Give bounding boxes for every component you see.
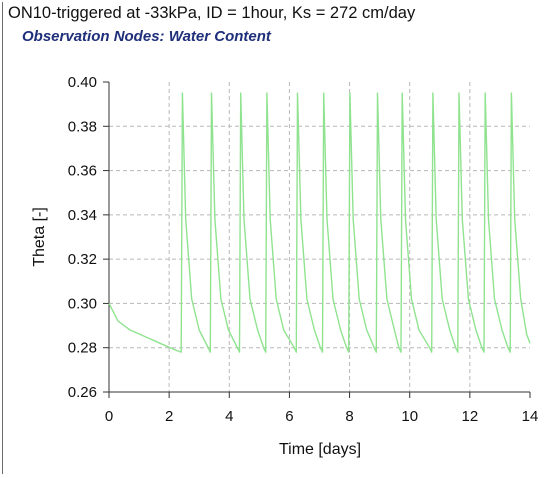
x-tick-label: 14 (522, 408, 539, 425)
y-ticks: 0.26 0.28 0.30 0.32 0.34 0.36 0.38 0.40 (68, 74, 109, 401)
axes (108, 82, 530, 393)
y-tick-label: 0.34 (68, 207, 97, 224)
y-tick-label: 0.38 (68, 118, 97, 135)
y-tick-label: 0.32 (68, 251, 97, 268)
x-tick-label: 4 (225, 408, 233, 425)
x-tick-label: 8 (345, 408, 353, 425)
water-content-line (108, 92, 531, 353)
chart-window (2, 2, 545, 474)
y-tick-label: 0.28 (68, 340, 97, 357)
y-tick-label: 0.26 (68, 384, 97, 401)
y-tick-label: 0.40 (68, 74, 97, 91)
x-tick-label: 12 (462, 408, 479, 425)
x-tick-label: 10 (401, 408, 418, 425)
window-title: ON10-triggered at -33kPa, ID = 1hour, Ks… (8, 4, 416, 22)
x-tick-label: 0 (105, 408, 113, 425)
x-axis-label: Time [days] (279, 441, 361, 458)
x-tick-label: 6 (285, 408, 293, 425)
y-axis-label: Theta [-] (31, 207, 48, 267)
y-tick-label: 0.30 (68, 295, 97, 312)
y-tick-label: 0.36 (68, 163, 97, 180)
x-tick-label: 2 (165, 408, 173, 425)
chart-title: Observation Nodes: Water Content (22, 28, 271, 45)
x-ticks: 0 2 4 6 8 10 12 14 (105, 392, 539, 425)
series-group (108, 92, 531, 353)
